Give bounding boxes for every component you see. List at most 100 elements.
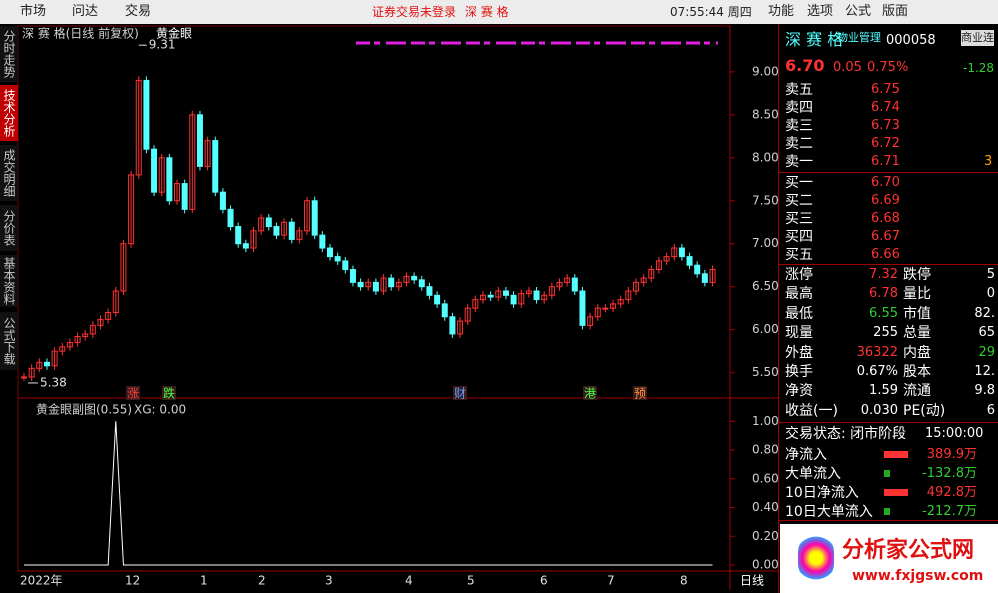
candle (273, 226, 280, 236)
candle (464, 307, 471, 322)
x-tick-label: 12 (125, 574, 140, 588)
candle (388, 277, 395, 288)
side-tab[interactable]: 分价表 (0, 205, 18, 251)
y-tick-label: 7.00 (752, 236, 778, 250)
code: 000058 (886, 33, 936, 48)
candle (403, 275, 410, 283)
stat-label: 换手 (785, 364, 813, 380)
book-volume: 3 (984, 154, 993, 169)
candle (74, 336, 81, 344)
candle (128, 174, 135, 245)
book-price: 6.74 (871, 100, 900, 115)
candle (36, 361, 43, 369)
candle (112, 290, 119, 313)
menu-item[interactable]: 交易 (125, 4, 152, 19)
period: 日线 (740, 574, 764, 588)
flow-bar (884, 470, 890, 477)
side-tab[interactable]: 分时走势 (0, 26, 18, 82)
candle (174, 183, 180, 202)
candle (151, 148, 158, 193)
sub-line (24, 421, 713, 566)
candle (372, 281, 379, 292)
flow-value: 389.9万 (926, 447, 977, 462)
stat-label: 总量 (903, 325, 931, 342)
candle (158, 157, 165, 193)
sub-y-tick-label: 0.00 (752, 558, 778, 572)
book-price: 6.71 (871, 154, 900, 169)
candle (579, 290, 586, 326)
side-tab[interactable]: 成交明细 (0, 145, 18, 201)
candle (296, 230, 303, 240)
flow-label: 净流入 (785, 447, 827, 463)
sector: 物业管理 (837, 31, 881, 44)
menu-item[interactable]: 市场 (20, 4, 47, 19)
x-tick-label: 3 (325, 574, 333, 588)
flow-label: 大单流入 (785, 466, 841, 482)
event-box (162, 386, 176, 400)
candle (28, 367, 35, 378)
candle (610, 303, 617, 309)
candle (212, 140, 219, 193)
event-box (633, 386, 647, 400)
flow-bar (884, 451, 908, 458)
candle (633, 281, 639, 292)
stock-name: 深 赛 格 (785, 30, 844, 49)
candle (21, 376, 27, 379)
candle (441, 303, 448, 318)
candle (686, 256, 693, 266)
tool-menu[interactable]: 功能 (768, 4, 795, 19)
book-price: 6.68 (871, 211, 900, 226)
y-tick-label: 8.50 (752, 107, 778, 121)
stat-label: 最高 (785, 286, 813, 303)
tool-menu[interactable]: 版面 (882, 4, 909, 19)
side-tab[interactable]: 基本资料 (0, 255, 18, 307)
book-label: 买五 (785, 247, 813, 263)
candle (143, 79, 150, 150)
chart: 深 赛 格(日线 前复权) 黄金眼 黄金眼副图(0.55) XG: 0.00 日… (17, 25, 778, 590)
clock: 07:55:44 周四 (670, 5, 752, 19)
candle (166, 157, 173, 202)
sector2: 商业连 (961, 30, 994, 46)
candle (258, 217, 265, 232)
sub-y-tick-label: 1.00 (752, 414, 778, 428)
candle (327, 247, 333, 258)
candle (219, 191, 226, 210)
side-tab[interactable]: 技术分析 (0, 85, 18, 141)
candle (541, 294, 548, 301)
brand: 分析家公式网 (842, 538, 975, 563)
candle (533, 290, 540, 301)
x-tick-label: 8 (680, 574, 688, 588)
stat-value: 6 (986, 402, 995, 418)
candle (678, 247, 685, 258)
candle (51, 350, 58, 367)
candle (426, 286, 433, 296)
event-marker: 财 (454, 387, 466, 401)
candle (518, 293, 525, 305)
candle (120, 243, 127, 292)
x-tick-label: 1 (200, 574, 208, 588)
menu-item[interactable]: 问达 (72, 4, 99, 19)
chart-frame (17, 25, 731, 572)
tool-menu[interactable]: 选项 (807, 4, 834, 19)
side-tab[interactable]: 公式下载 (0, 312, 18, 370)
candle (548, 286, 555, 296)
candle (495, 290, 502, 298)
candle (480, 294, 486, 301)
book-label: 买四 (785, 229, 813, 245)
stat-value: 36322 (856, 344, 898, 360)
book-price: 6.73 (871, 118, 900, 133)
candle (487, 294, 494, 298)
x-tick-label: 4 (405, 574, 413, 588)
candle (594, 307, 601, 318)
candle (418, 279, 425, 288)
tool-menu[interactable]: 公式 (845, 4, 872, 19)
stat-label: 量比 (903, 286, 931, 303)
stat-label: 最低 (785, 305, 813, 322)
separator (779, 172, 998, 173)
flow-label: 10日大单流入 (785, 504, 873, 520)
candle (59, 346, 66, 352)
candle (701, 273, 708, 283)
candle (663, 256, 670, 262)
event-marker: 涨 (127, 386, 139, 401)
x-tick-label: 2022年 (20, 574, 63, 588)
